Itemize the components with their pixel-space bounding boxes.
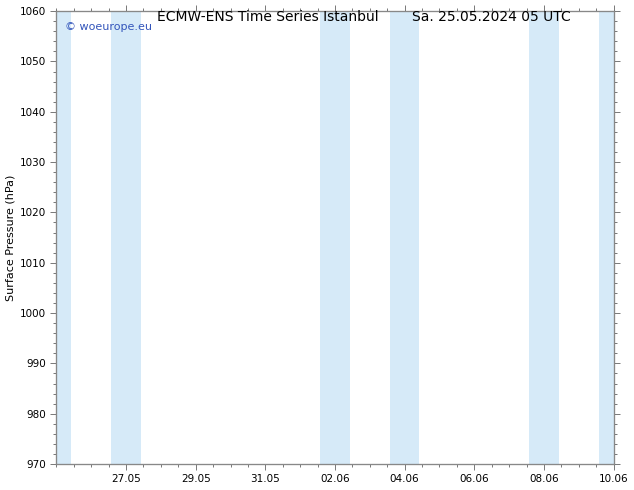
Bar: [112, 11, 141, 464]
Text: Sa. 25.05.2024 05 UTC: Sa. 25.05.2024 05 UTC: [411, 10, 571, 24]
Bar: [56, 11, 71, 464]
Bar: [320, 11, 349, 464]
Text: ECMW-ENS Time Series Istanbul: ECMW-ENS Time Series Istanbul: [157, 10, 379, 24]
Bar: [390, 11, 419, 464]
Bar: [529, 11, 559, 464]
Bar: [599, 11, 614, 464]
Text: © woeurope.eu: © woeurope.eu: [65, 23, 152, 32]
Y-axis label: Surface Pressure (hPa): Surface Pressure (hPa): [6, 174, 16, 301]
